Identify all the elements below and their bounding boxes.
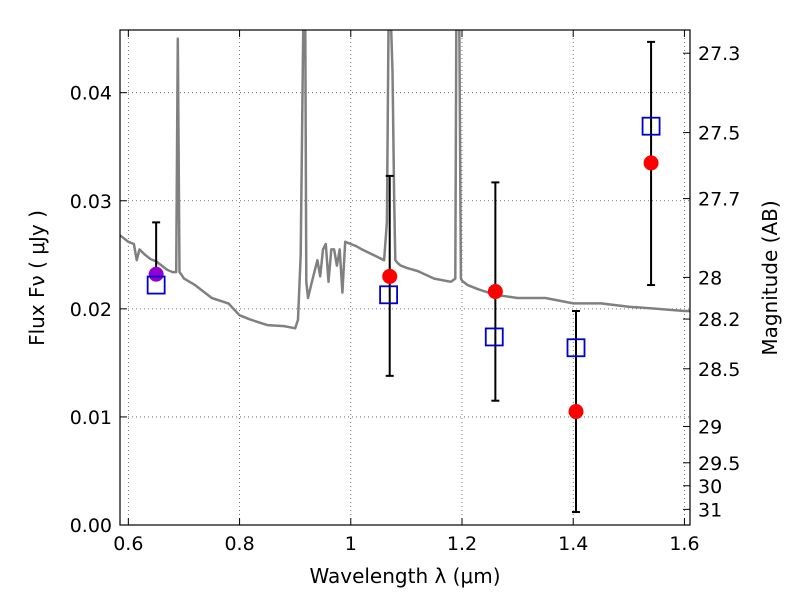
model-photometry-point [484,327,504,347]
mag-tick-label: 28.2 [698,309,740,331]
model-spectrum [120,30,690,330]
grid-lines [120,30,690,525]
mag-tick-label: 31 [698,499,722,521]
y-tick-label: 0.02 [70,299,112,321]
mag-tick-label: 30 [698,476,722,498]
observed-point [568,404,584,420]
x-tick-label: 1.2 [447,533,477,555]
x-tick-label: 0.6 [113,533,143,555]
plot-frame [119,29,691,526]
mag-tick-label: 29.5 [698,453,740,475]
model-photometry-point [641,116,661,136]
error-bars [152,40,656,514]
axes: 0.6 0.8 1 1.2 1.4 1.6 0.00 0.01 0.02 0.03 0.04 27.3… [70,30,740,555]
mag-tick-label: 27.3 [698,43,740,65]
observed-point [382,268,398,284]
mag-tick-label: 29 [698,416,722,438]
mag-tick-label: 27.7 [698,189,740,211]
model-photometry-point [379,285,398,305]
y-tick-label: 0.01 [70,407,112,429]
y-tick-label: 0.03 [70,191,112,213]
x-tick-label: 1.4 [558,533,588,555]
mag-tick-label: 28 [698,267,722,289]
x-tick-label: 1 [345,533,357,555]
model-photometry-point [566,338,586,358]
x-axis-label: Wavelength λ (μm) [309,564,500,588]
y-tick-label: 0.04 [70,83,112,105]
mag-tick-label: 28.5 [698,359,740,381]
data-points [146,116,661,420]
y-axis-label: Flux Fν ( μJy ) [25,210,49,346]
y-tick-label: 0.00 [70,515,112,537]
model-photometry-point [146,275,166,295]
model-spectrum-line [120,30,690,330]
observed-point [148,266,164,282]
observed-point [487,284,503,300]
y2-axis-label: Magnitude (AB) [758,200,782,355]
x-tick-label: 0.8 [224,533,254,555]
observed-point [643,155,659,171]
mag-tick-label: 27.5 [698,123,740,145]
x-tick-label: 1.6 [669,533,699,555]
